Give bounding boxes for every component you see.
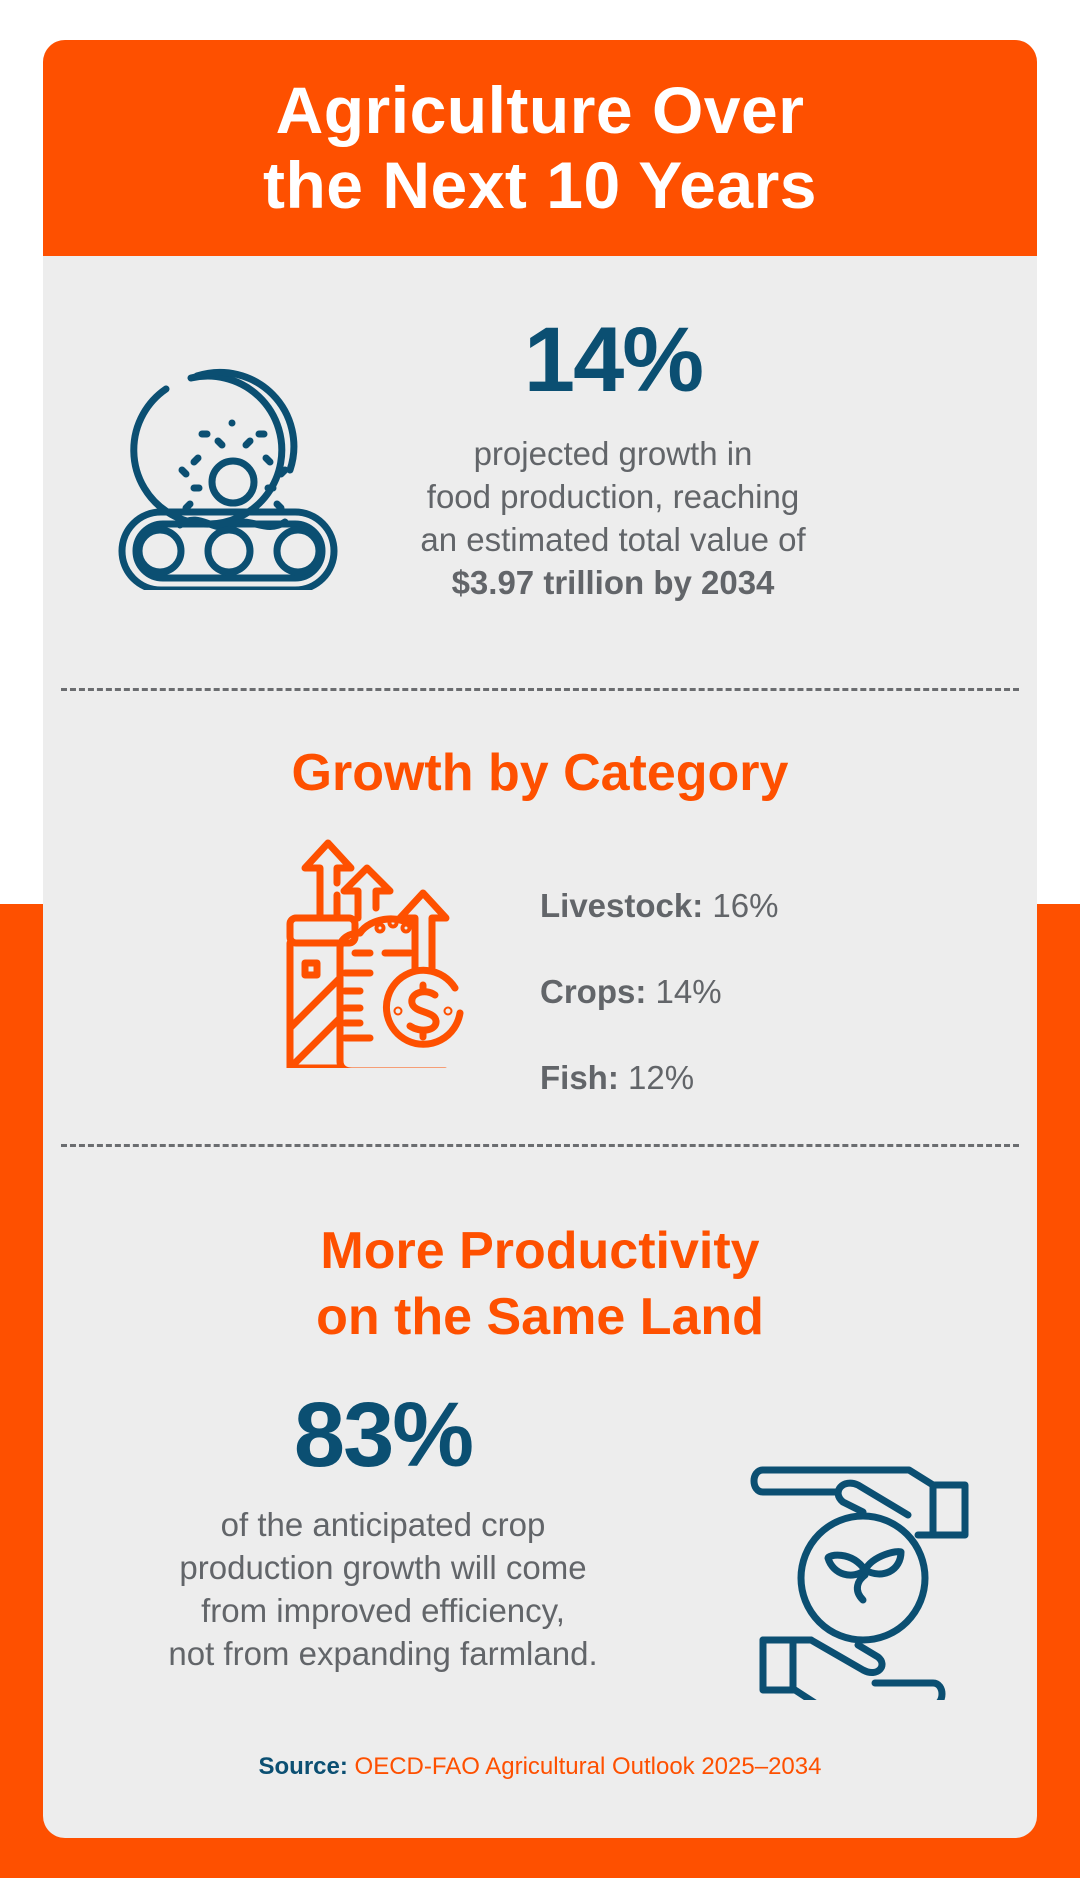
header-banner: Agriculture Over the Next 10 Years xyxy=(43,40,1037,256)
category-list: Livestock: 16% Crops: 14% Fish: 12% xyxy=(540,886,778,1144)
source-citation: Source: OECD-FAO Agricultural Outlook 20… xyxy=(43,1752,1037,1782)
category-label: Livestock: xyxy=(540,887,704,924)
desc-line: not from expanding farmland. xyxy=(168,1635,598,1672)
hands-sprout-icon xyxy=(750,1466,969,1700)
desc-line: from improved efficiency, xyxy=(201,1592,565,1629)
desc-line: an estimated total value of xyxy=(420,521,806,558)
total-value-highlight: $3.97 trillion by 2034 xyxy=(451,564,775,601)
productivity-stat: 83% of the anticipated crop production g… xyxy=(103,1385,663,1675)
category-item-crops: Crops: 14% xyxy=(540,972,778,1058)
section-title-productivity: More Productivity on the Same Land xyxy=(43,1218,1037,1350)
desc-line: projected growth in xyxy=(473,435,753,472)
desc-line: food production, reaching xyxy=(426,478,800,515)
title-line-2: on the Same Land xyxy=(316,1288,764,1346)
category-label: Fish: xyxy=(540,1059,619,1096)
category-label: Crops: xyxy=(540,973,647,1010)
desc-line: production growth will come xyxy=(179,1549,587,1586)
dashed-divider xyxy=(61,1144,1019,1147)
category-item-fish: Fish: 12% xyxy=(540,1058,778,1144)
title-line-1: Agriculture Over xyxy=(275,73,805,147)
desc-line: of the anticipated crop xyxy=(220,1506,546,1543)
page-title: Agriculture Over the Next 10 Years xyxy=(263,73,817,223)
food-growth-description: projected growth in food production, rea… xyxy=(403,432,823,604)
food-growth-percent: 14% xyxy=(523,309,704,411)
source-label: Source: xyxy=(258,1753,348,1780)
source-text: OECD-FAO Agricultural Outlook 2025–2034 xyxy=(354,1753,822,1780)
category-item-livestock: Livestock: 16% xyxy=(540,886,778,972)
category-value: 16% xyxy=(712,887,779,924)
title-line-2: the Next 10 Years xyxy=(263,148,817,222)
section-title-growth: Growth by Category xyxy=(291,744,789,802)
efficiency-description: of the anticipated crop production growt… xyxy=(103,1503,663,1675)
food-growth-dollar-icon xyxy=(286,839,464,1068)
food-production-stat: 14% projected growth in food production,… xyxy=(403,310,823,604)
category-value: 14% xyxy=(655,973,722,1010)
donut-conveyor-icon xyxy=(118,368,338,590)
dashed-divider xyxy=(61,688,1019,691)
category-value: 12% xyxy=(628,1059,695,1096)
efficiency-percent: 83% xyxy=(293,1384,474,1486)
title-line-1: More Productivity xyxy=(320,1222,760,1280)
infographic-card: Agriculture Over the Next 10 Years 14% p… xyxy=(43,40,1037,1838)
